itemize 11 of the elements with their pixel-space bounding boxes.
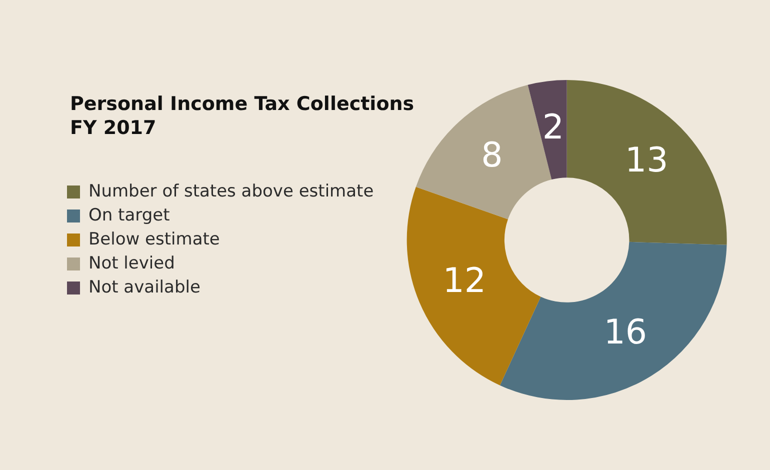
data-label: 13: [625, 140, 668, 180]
legend-label: Number of states above estimate: [88, 181, 374, 202]
data-label: 16: [604, 312, 647, 352]
data-label: 2: [542, 107, 564, 148]
legend-label: Not available: [88, 277, 200, 298]
text: Personal Income Tax Collections FY 2017: [70, 92, 414, 140]
legend-label: Not levied: [88, 253, 175, 274]
data-label: 8: [481, 136, 503, 176]
legend-label: On target: [88, 205, 170, 226]
data-label: 12: [442, 261, 486, 302]
legend-label: Below estimate: [88, 229, 220, 250]
